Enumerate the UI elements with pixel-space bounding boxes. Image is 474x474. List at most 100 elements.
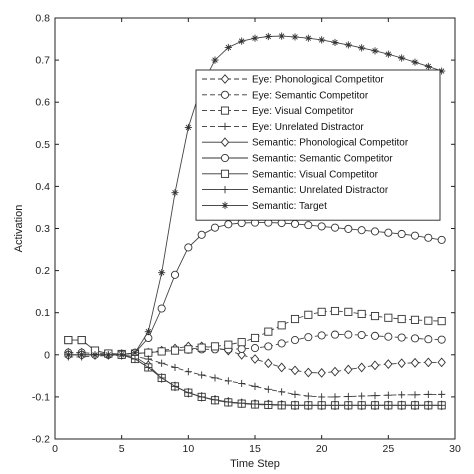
data-point [184,389,192,397]
legend-marker [220,153,230,163]
y-tick-label: 0.5 [35,139,50,151]
data-point [397,229,406,239]
data-point [344,41,352,49]
legend-label: Semantic: Target [252,201,327,212]
data-point [330,366,340,377]
data-point [358,392,366,400]
data-point [318,401,326,409]
data-point [304,34,312,42]
data-point [410,357,420,368]
legend-label: Semantic: Unrelated Distractor [252,185,389,196]
data-point [357,226,366,235]
data-point [384,401,392,409]
data-point [250,333,260,343]
data-point [384,391,392,399]
legend-entry: Eye: Phonological Competitor [202,74,384,86]
data-point [291,33,299,41]
y-tick-label: 0.7 [35,55,50,67]
data-point [211,374,219,382]
data-point [290,336,300,345]
legend-entry: Semantic: Target [202,201,327,212]
legend-entry: Semantic: Visual Competitor [202,169,379,180]
data-point [304,221,313,230]
x-tick-label: 15 [249,443,261,455]
data-point [210,342,220,351]
legend-entry: Semantic: Phonological Competitor [202,137,409,149]
data-point [144,348,153,357]
data-point [398,391,406,399]
data-point [158,269,166,277]
data-point [264,327,273,336]
data-point [224,220,233,229]
series-line [68,355,442,398]
data-point [344,392,352,401]
data-point [264,400,272,409]
data-point [184,368,192,376]
data-point [238,37,246,45]
data-point [357,330,366,340]
data-point [131,349,139,357]
axis-ticks: 0 5 10 15 20 25 30 -0.2 -0.1 0 0.1 0.2 0.3 0.4 0.5 0.6 0… [32,13,461,456]
data-point [358,44,366,52]
legend-marker [221,201,229,209]
data-point [331,401,339,409]
data-point [224,340,233,349]
series-layer [64,32,446,411]
y-tick-label: 0.2 [35,265,50,277]
data-point [264,32,272,41]
data-point [131,355,139,363]
legend-label: Eye: Unrelated Distractor [252,122,364,133]
data-point [157,347,166,356]
data-point [410,315,420,324]
data-point [264,358,273,369]
data-point [318,393,326,401]
data-point [437,235,446,244]
data-point [370,312,380,321]
data-point [91,351,99,359]
data-point [317,331,326,340]
x-tick-label: 0 [52,443,58,455]
data-point [210,223,220,232]
data-point [237,349,246,360]
y-tick-label: 0.8 [35,13,50,25]
data-point [438,67,446,75]
data-point [250,354,260,364]
data-point [424,335,433,344]
data-point [64,351,72,359]
data-point [184,243,193,252]
data-point [370,331,380,340]
data-point [384,332,393,341]
legend-entry: Eye: Visual Competitor [202,106,354,117]
data-point [198,371,206,379]
data-point [398,54,406,62]
data-point [344,224,353,233]
data-point [290,365,300,376]
legend-label: Eye: Phonological Competitor [252,75,384,86]
data-point [118,351,126,359]
data-point [277,339,286,348]
data-point [304,333,313,342]
data-point [424,316,433,325]
y-tick-label: -0.1 [32,391,50,403]
data-point [438,390,446,398]
legend-label: Eye: Visual Competitor [252,106,354,117]
data-point [331,38,339,47]
data-point [251,34,259,42]
data-point [411,401,419,409]
data-point [331,393,339,401]
data-point [237,338,246,347]
data-point [198,393,206,401]
data-point [64,336,73,345]
legend-marker [220,137,230,148]
x-tick-label: 5 [119,443,125,455]
data-point [291,401,299,409]
data-point [397,358,406,369]
data-point [357,309,366,319]
data-point [278,388,286,396]
data-point [304,401,312,409]
data-point [371,47,379,55]
data-point [370,360,380,371]
data-point [304,310,313,319]
legend-marker [220,106,230,115]
